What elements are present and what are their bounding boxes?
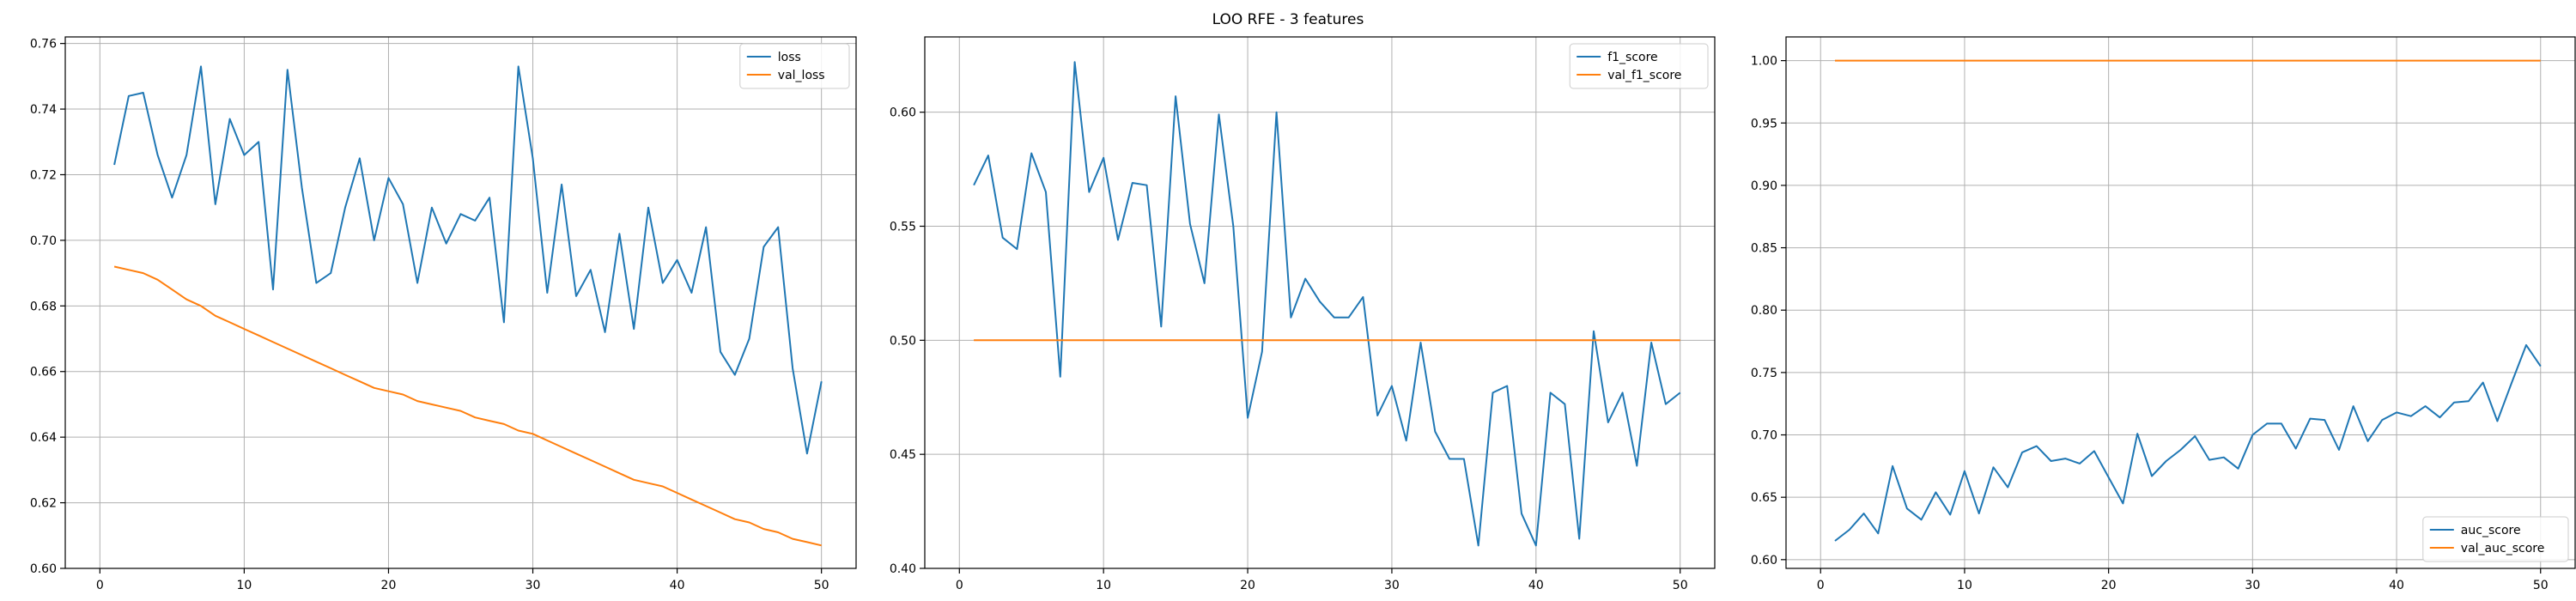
y-tick-label: 0.80 — [1751, 304, 1777, 318]
y-tick-label: 0.60 — [1751, 554, 1777, 568]
subplot-2: 0 10 20 30 40 50 0.40 0.45 0.50 0.55 0.60 f1_scorev… — [890, 36, 1716, 592]
legend-label: f1_score — [1607, 51, 1657, 64]
legend-label: val_loss — [778, 69, 825, 82]
x-tick-label: 0 — [1817, 579, 1825, 592]
series-line-auc_score — [1834, 343, 2542, 542]
x-tick-label: 50 — [814, 579, 829, 592]
subplot-1: 0 10 20 30 40 50 0.60 0.62 0.64 0.66 0.68 0.70 0.72 0… — [30, 36, 857, 592]
axes-frame — [924, 36, 1716, 569]
x-tick-label: 30 — [526, 579, 541, 592]
subplots: 0 10 20 30 40 50 0.60 0.62 0.64 0.66 0.68 0.70 0.72 0… — [30, 36, 2576, 592]
y-tick-label: 0.90 — [1751, 179, 1777, 193]
axes-frame — [64, 36, 857, 569]
y-tick-label: 0.74 — [30, 103, 57, 117]
y-tick-label: 0.55 — [890, 221, 916, 234]
legend-label: loss — [778, 51, 801, 64]
x-tick-label: 10 — [236, 579, 252, 592]
y-tick-label: 0.66 — [30, 366, 57, 379]
x-tick-label: 0 — [956, 579, 963, 592]
y-tick-label: 0.60 — [30, 562, 57, 576]
y-tick-label: 0.60 — [890, 106, 916, 120]
x-tick-label: 50 — [2533, 579, 2549, 592]
legend-label: val_f1_score — [1607, 69, 1681, 82]
x-tick-label: 10 — [1957, 579, 1972, 592]
x-tick-label: 10 — [1096, 579, 1111, 592]
y-tick-label: 0.70 — [1751, 429, 1777, 443]
y-tick-label: 1.00 — [1751, 55, 1777, 69]
y-tick-label: 0.95 — [1751, 117, 1777, 131]
legend: f1_score val_f1_score — [1569, 43, 1709, 89]
x-tick-label: 30 — [2245, 579, 2260, 592]
figure-title: LOO RFE - 3 features — [1212, 11, 1364, 28]
x-tick-label: 50 — [1673, 579, 1688, 592]
y-tick-label: 0.62 — [30, 497, 57, 511]
legend-box — [739, 43, 850, 89]
y-tick-label: 0.72 — [30, 168, 57, 182]
x-tick-label: 0 — [96, 579, 104, 592]
x-tick-label: 20 — [2101, 579, 2117, 592]
y-tick-label: 0.64 — [30, 431, 57, 445]
y-tick-label: 0.65 — [1751, 491, 1777, 505]
legend-label: auc_score — [2461, 524, 2521, 537]
x-tick-label: 20 — [1240, 579, 1255, 592]
x-tick-label: 40 — [670, 579, 685, 592]
series-line-loss — [113, 65, 823, 455]
series-line-f1_score — [973, 61, 1681, 547]
y-tick-label: 0.40 — [890, 562, 916, 576]
y-tick-label: 0.85 — [1751, 242, 1777, 256]
x-tick-label: 40 — [1528, 579, 1544, 592]
series-line-val_loss — [113, 265, 822, 547]
axes-frame — [1785, 36, 2576, 569]
legend: loss val_loss — [739, 43, 850, 89]
legend: auc_score val_auc_score — [2422, 516, 2569, 562]
x-tick-label: 40 — [2389, 579, 2404, 592]
y-tick-label: 0.68 — [30, 300, 57, 313]
y-tick-label: 0.50 — [890, 334, 916, 348]
legend-label: val_auc_score — [2461, 542, 2545, 555]
y-tick-label: 0.76 — [30, 38, 57, 52]
y-tick-label: 0.45 — [890, 448, 916, 462]
legend-box — [1569, 43, 1709, 89]
x-tick-label: 30 — [1384, 579, 1400, 592]
y-tick-label: 0.75 — [1751, 367, 1777, 380]
subplot-3: 0 10 20 30 40 50 0.60 0.65 0.70 0.75 0.80 0.85 0.90 0… — [1751, 36, 2576, 592]
legend-box — [2422, 516, 2569, 562]
x-tick-label: 20 — [381, 579, 397, 592]
y-tick-label: 0.70 — [30, 234, 57, 248]
